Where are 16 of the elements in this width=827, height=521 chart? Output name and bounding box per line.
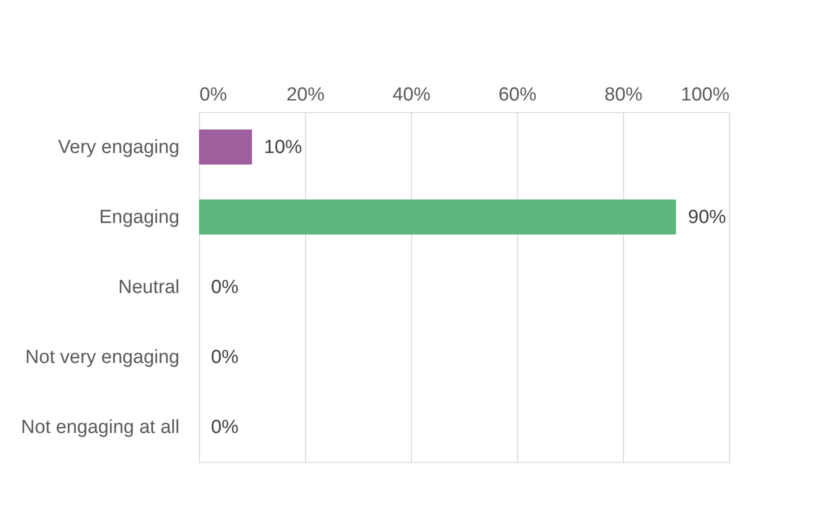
data-label: 0% — [211, 417, 239, 438]
y-tick-label: Not very engaging — [25, 347, 180, 368]
data-label: 0% — [211, 347, 239, 368]
x-tick-label: 40% — [392, 84, 431, 106]
x-tick-label: 20% — [286, 84, 325, 106]
y-tick-label: Neutral — [118, 277, 180, 298]
y-tick-label: Very engaging — [58, 137, 180, 158]
y-tick-label: Not engaging at all — [21, 417, 180, 438]
data-label: 90% — [688, 207, 726, 228]
data-label: 0% — [211, 277, 239, 298]
y-tick-label: Engaging — [99, 207, 180, 228]
x-tick-label: 80% — [604, 84, 643, 106]
x-tick-label: 100% — [680, 84, 730, 106]
x-tick-label: 60% — [498, 84, 537, 106]
x-tick-label: 0% — [200, 84, 228, 106]
data-label: 10% — [264, 137, 302, 158]
